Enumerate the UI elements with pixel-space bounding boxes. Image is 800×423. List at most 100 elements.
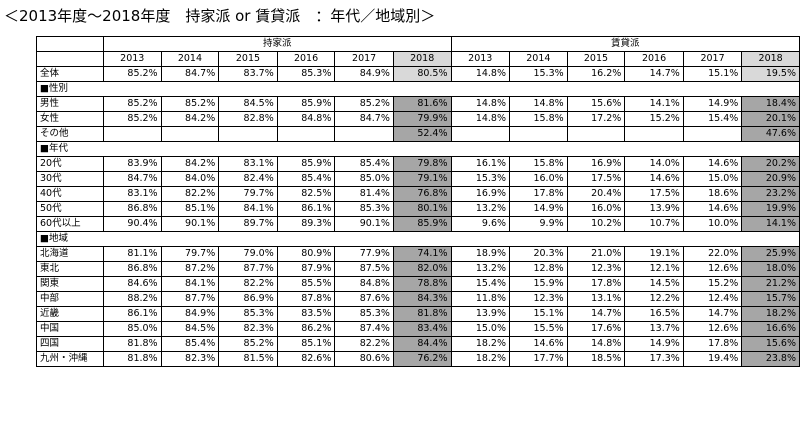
year-header-rent-2013: 2013 xyxy=(450,51,511,67)
own-cell: 87.5% xyxy=(334,261,394,277)
rent-cell: 15.3% xyxy=(509,66,568,82)
table-row: 40代 83.1% 82.2% 79.7% 82.5% 81.4% 76.8% 16.9% 17… xyxy=(36,186,800,202)
rent-cell: 14.8% xyxy=(450,66,511,82)
rent-cell: 19.9% xyxy=(741,201,800,217)
rent-cell: 20.4% xyxy=(566,186,626,202)
section-filler xyxy=(103,231,162,247)
section-filler xyxy=(509,81,568,97)
rent-cell: 14.7% xyxy=(624,66,684,82)
section-filler xyxy=(624,231,684,247)
own-cell: 84.9% xyxy=(160,306,220,322)
own-cell: 84.2% xyxy=(160,111,220,127)
own-cell: 82.4% xyxy=(218,171,278,187)
rent-cell: 17.5% xyxy=(566,171,626,187)
rent-cell: 15.6% xyxy=(741,336,800,352)
own-cell: 87.7% xyxy=(160,291,220,307)
row-label: 九州・沖縄 xyxy=(36,351,104,367)
own-cell: 85.0% xyxy=(102,321,162,337)
table-row: 中国 85.0% 84.5% 82.3% 86.2% 87.4% 83.4% 15.0% 15.… xyxy=(36,321,800,337)
rent-cell: 14.9% xyxy=(682,96,743,112)
own-cell: 81.8% xyxy=(102,351,162,367)
own-cell xyxy=(102,126,162,142)
section-filler xyxy=(624,81,684,97)
own-cell: 85.3% xyxy=(334,201,394,217)
rent-cell: 15.0% xyxy=(682,171,743,187)
year-header-own-2018: 2018 xyxy=(392,51,452,67)
own-cell: 90.1% xyxy=(160,216,220,232)
section-filler xyxy=(509,231,568,247)
row-label: 男性 xyxy=(36,96,104,112)
section-filler xyxy=(683,141,742,157)
own-cell: 80.1% xyxy=(392,201,452,217)
table-row: 中部 88.2% 87.7% 86.9% 87.8% 87.6% 84.3% 11.8% 12.… xyxy=(36,291,800,307)
own-cell: 86.1% xyxy=(276,201,336,217)
section-label: ■性別 xyxy=(36,81,104,97)
row-label: 近畿 xyxy=(36,306,104,322)
section-filler xyxy=(161,231,219,247)
section-filler xyxy=(218,141,278,157)
own-cell: 83.4% xyxy=(392,321,452,337)
own-cell: 83.9% xyxy=(102,156,162,172)
rent-cell: 16.9% xyxy=(566,156,626,172)
row-label: 40代 xyxy=(36,186,104,202)
rent-cell: 16.2% xyxy=(566,66,626,82)
section-filler xyxy=(393,81,452,97)
section-filler xyxy=(218,81,278,97)
year-header-own-2016: 2016 xyxy=(276,51,336,67)
rent-cell: 14.6% xyxy=(682,156,743,172)
section-filler xyxy=(509,141,568,157)
year-header-rent-2017: 2017 xyxy=(682,51,743,67)
rent-cell: 14.9% xyxy=(509,201,568,217)
section-filler xyxy=(277,231,335,247)
rent-cell: 12.6% xyxy=(682,261,743,277)
year-header-rent-2014: 2014 xyxy=(509,51,568,67)
rent-cell: 23.2% xyxy=(741,186,800,202)
section-label: ■年代 xyxy=(36,141,104,157)
rent-cell: 20.3% xyxy=(509,246,568,262)
row-label: 中国 xyxy=(36,321,104,337)
own-cell: 85.3% xyxy=(334,306,394,322)
own-cell: 87.4% xyxy=(334,321,394,337)
own-cell: 81.1% xyxy=(102,246,162,262)
rent-cell: 19.1% xyxy=(624,246,684,262)
table-row: 全体 85.2% 84.7% 83.7% 85.3% 84.9% 80.5% 14.8% 15.… xyxy=(36,66,800,82)
table-row: 20代 83.9% 84.2% 83.1% 85.9% 85.4% 79.8% 16.1% 15… xyxy=(36,156,800,172)
rent-cell: 15.3% xyxy=(450,171,511,187)
own-cell: 85.5% xyxy=(276,276,336,292)
rent-cell: 22.0% xyxy=(682,246,743,262)
rent-cell: 23.8% xyxy=(741,351,800,367)
own-cell: 86.2% xyxy=(276,321,336,337)
own-cell: 81.8% xyxy=(392,306,452,322)
rent-cell: 15.0% xyxy=(450,321,511,337)
rent-cell: 12.3% xyxy=(566,261,626,277)
rent-cell: 9.9% xyxy=(509,216,568,232)
rent-cell: 15.2% xyxy=(682,276,743,292)
rent-cell: 18.6% xyxy=(682,186,743,202)
own-cell: 77.9% xyxy=(334,246,394,262)
rent-cell xyxy=(450,126,511,142)
table-row: 関東 84.6% 84.1% 82.2% 85.5% 84.8% 78.8% 15.4% 15.… xyxy=(36,276,800,292)
rent-cell xyxy=(566,126,626,142)
section-filler xyxy=(741,141,800,157)
year-header-own-2015: 2015 xyxy=(218,51,278,67)
own-cell: 87.9% xyxy=(276,261,336,277)
rent-cell: 21.2% xyxy=(741,276,800,292)
section-label: ■地域 xyxy=(36,231,104,247)
rent-cell: 15.9% xyxy=(509,276,568,292)
own-cell: 86.9% xyxy=(218,291,278,307)
own-cell: 85.9% xyxy=(392,216,452,232)
own-cell: 81.6% xyxy=(392,96,452,112)
own-cell: 82.3% xyxy=(160,351,220,367)
rent-cell: 15.7% xyxy=(741,291,800,307)
own-cell: 79.7% xyxy=(160,246,220,262)
own-cell xyxy=(276,126,336,142)
rent-cell: 18.5% xyxy=(566,351,626,367)
own-cell: 74.1% xyxy=(392,246,452,262)
rent-cell: 14.6% xyxy=(624,171,684,187)
own-cell: 82.6% xyxy=(276,351,336,367)
own-cell: 86.1% xyxy=(102,306,162,322)
own-cell: 84.1% xyxy=(218,201,278,217)
year-header-rent-2018: 2018 xyxy=(741,51,800,67)
rent-cell: 13.7% xyxy=(624,321,684,337)
table-row: 東北 86.8% 87.2% 87.7% 87.9% 87.5% 82.0% 13.2% 12.… xyxy=(36,261,800,277)
